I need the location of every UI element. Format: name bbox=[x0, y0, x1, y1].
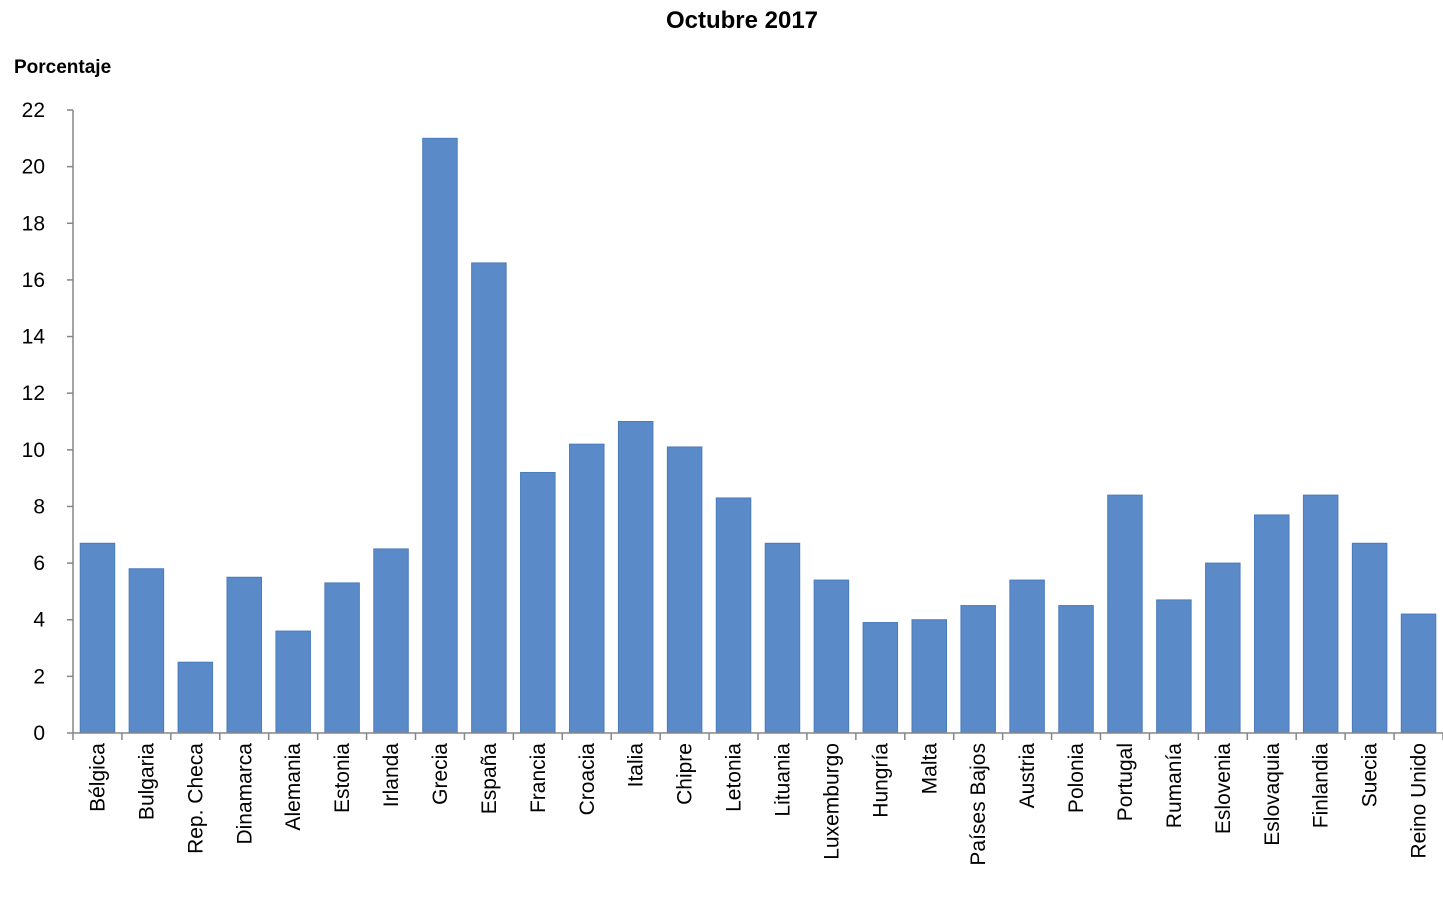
y-tick-label: 12 bbox=[22, 382, 45, 405]
bar bbox=[617, 421, 654, 734]
bar bbox=[666, 446, 703, 734]
x-category-label: Bélgica bbox=[86, 743, 109, 812]
bar bbox=[1156, 599, 1192, 734]
x-category-label: Bulgaria bbox=[135, 743, 158, 820]
y-tick-label: 14 bbox=[22, 326, 46, 349]
bar bbox=[1400, 613, 1437, 734]
x-category-label: España bbox=[478, 743, 501, 815]
bar bbox=[1058, 605, 1094, 734]
bar bbox=[862, 622, 899, 734]
bar bbox=[422, 137, 458, 734]
bar bbox=[1107, 494, 1143, 734]
x-category-label: Grecia bbox=[429, 743, 452, 805]
bars-group bbox=[79, 137, 1437, 734]
bar bbox=[1254, 514, 1290, 734]
x-category-label: Rep. Checa bbox=[184, 743, 207, 854]
bar bbox=[1302, 494, 1339, 734]
bar bbox=[520, 471, 556, 734]
x-category-label: Estonia bbox=[331, 743, 354, 813]
bar bbox=[764, 542, 801, 734]
y-tick-label: 22 bbox=[22, 99, 45, 122]
x-category-label: Croacia bbox=[576, 743, 599, 816]
x-category-label: Austria bbox=[1016, 743, 1039, 809]
x-category-label: Países Bajos bbox=[967, 743, 990, 866]
y-tick-label: 8 bbox=[33, 495, 45, 518]
bar bbox=[79, 542, 116, 734]
bar bbox=[471, 262, 507, 734]
bar bbox=[177, 661, 214, 734]
x-category-label: Italia bbox=[625, 743, 648, 788]
x-category-label: Luxemburgo bbox=[820, 743, 843, 860]
bar bbox=[275, 630, 311, 734]
bar bbox=[960, 605, 996, 734]
bar bbox=[1009, 579, 1045, 734]
x-category-label: Malta bbox=[918, 743, 941, 795]
bar bbox=[1205, 562, 1241, 734]
x-category-label: Hungría bbox=[869, 743, 892, 818]
y-axis-ticks: 0 2 4 6 8 10 12 14 16 18 20 22 bbox=[22, 99, 73, 745]
y-tick-label: 6 bbox=[33, 552, 45, 575]
x-category-label: Polonia bbox=[1065, 743, 1088, 813]
bar bbox=[373, 548, 409, 734]
x-category-label: Portugal bbox=[1114, 743, 1137, 821]
bar bbox=[128, 568, 165, 734]
y-tick-label: 4 bbox=[33, 609, 45, 632]
y-tick-label: 0 bbox=[33, 722, 45, 745]
x-category-label: Irlanda bbox=[380, 743, 403, 808]
bar bbox=[569, 443, 605, 734]
x-category-label: Alemania bbox=[282, 743, 305, 831]
bar bbox=[911, 619, 947, 734]
x-category-label: Rumanía bbox=[1163, 743, 1186, 829]
y-axis-label: Porcentaje bbox=[14, 57, 111, 78]
y-tick-label: 18 bbox=[22, 212, 45, 235]
x-axis-ticks bbox=[72, 733, 1443, 740]
x-category-label: Suecia bbox=[1359, 743, 1382, 808]
x-category-label: Eslovenia bbox=[1212, 743, 1235, 834]
x-category-label: Francia bbox=[527, 743, 550, 813]
bar bbox=[226, 576, 262, 734]
x-axis-category-labels: Bélgica Bulgaria Rep. Checa Dinamarca Aleman… bbox=[86, 743, 1430, 866]
x-category-label: Letonia bbox=[723, 743, 746, 812]
y-tick-label: 20 bbox=[22, 156, 45, 179]
x-category-label: Chipre bbox=[674, 743, 697, 805]
x-category-label: Lituania bbox=[771, 743, 794, 817]
x-category-label: Dinamarca bbox=[233, 743, 256, 845]
bar bbox=[813, 579, 850, 734]
bar bbox=[1351, 542, 1388, 734]
x-category-label: Finlandia bbox=[1310, 743, 1333, 829]
chart-title: Octubre 2017 bbox=[666, 7, 818, 34]
y-tick-label: 2 bbox=[33, 665, 45, 688]
y-tick-label: 16 bbox=[22, 269, 45, 292]
y-tick-label: 10 bbox=[22, 439, 45, 462]
x-category-label: Reino Unido bbox=[1408, 743, 1431, 859]
bar bbox=[715, 497, 752, 734]
x-category-label: Eslovaquia bbox=[1261, 743, 1284, 846]
bar bbox=[324, 582, 360, 734]
